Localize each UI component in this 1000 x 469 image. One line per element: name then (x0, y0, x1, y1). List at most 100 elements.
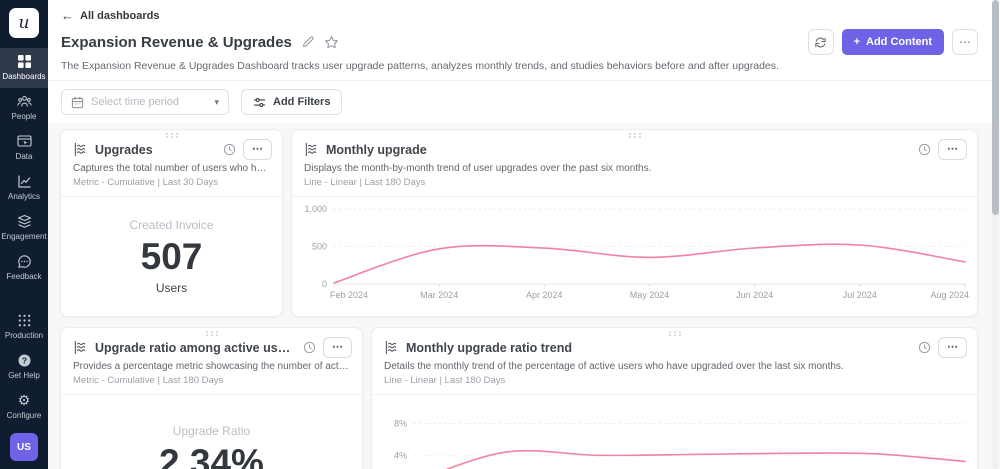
more-icon: ⋯ (252, 143, 263, 155)
card-more-button[interactable]: ⋯ (323, 337, 352, 358)
card-description: Provides a percentage metric showcasing … (73, 361, 362, 372)
card-more-button[interactable]: ⋯ (938, 337, 967, 358)
sidebar-item-production[interactable]: Production (0, 307, 48, 347)
sidebar-item-label: Feedback (6, 272, 42, 281)
sidebar-item-get-help[interactable]: ? Get Help (0, 347, 48, 387)
metric-value: 507 (140, 235, 203, 277)
sidebar-item-feedback[interactable]: Feedback (0, 248, 48, 288)
sidebar-item-label: Data (15, 152, 33, 161)
svg-text:May 2024: May 2024 (630, 290, 670, 300)
back-link[interactable]: ← All dashboards (61, 8, 159, 23)
metric-body: Created Invoice 507 Users (61, 196, 282, 316)
metric-label: Upgrade Ratio (172, 424, 251, 439)
sidebar-item-analytics[interactable]: Analytics (0, 168, 48, 208)
header-more-button[interactable]: ⋯ (952, 29, 978, 55)
time-period-placeholder: Select time period (91, 96, 180, 108)
card-title: Monthly upgrade (326, 142, 427, 157)
sidebar-item-label: Production (4, 331, 44, 340)
page-title: Expansion Revenue & Upgrades (61, 33, 292, 51)
user-avatar[interactable]: US (10, 433, 38, 461)
sidebar-item-configure[interactable]: ⚙ Configure (0, 387, 48, 427)
chevron-down-icon: ▾ (214, 96, 219, 107)
add-filters-label: Add Filters (273, 96, 331, 108)
svg-text:?: ? (21, 355, 26, 365)
line-chart-monthly-upgrade: 0 500 1,000 Feb 2024 Mar 2024 Apr 2024 May 202… (292, 196, 977, 316)
drag-handle-icon[interactable] (165, 133, 178, 138)
sidebar-item-engagement[interactable]: Engagement (0, 208, 48, 248)
sidebar-item-label: Configure (6, 411, 42, 420)
more-icon: ⋯ (947, 143, 958, 155)
metric-body: Upgrade Ratio 2.34% (61, 394, 362, 469)
metric-unit: Users (155, 281, 188, 296)
clock-icon[interactable] (303, 341, 316, 354)
clock-icon[interactable] (918, 341, 931, 354)
feedback-bubble-icon (17, 255, 31, 268)
card-title: Monthly upgrade ratio trend (406, 340, 572, 355)
svg-text:Jul 2024: Jul 2024 (843, 290, 877, 300)
card-title: Upgrade ratio among active users (95, 340, 296, 355)
production-dots-icon (18, 314, 30, 327)
refresh-icon (815, 37, 826, 47)
edit-title-icon[interactable] (301, 35, 315, 49)
sidebar: u Dashboards People Data Analytics Engag… (0, 0, 48, 469)
metric-label: Created Invoice (129, 217, 214, 232)
sidebar-item-label: Get Help (8, 371, 40, 380)
line-chart-svg: 0 500 1,000 Feb 2024 Mar 2024 Apr 2024 May 202… (304, 204, 969, 300)
svg-text:Feb 2024: Feb 2024 (330, 290, 368, 300)
svg-text:500: 500 (312, 242, 327, 252)
drag-handle-icon[interactable] (668, 331, 681, 336)
svg-text:Apr 2024: Apr 2024 (526, 290, 563, 300)
back-link-label: All dashboards (80, 9, 160, 22)
svg-text:Aug 2024: Aug 2024 (930, 290, 969, 300)
plus-icon: + (853, 36, 861, 48)
time-period-select[interactable]: Select time period ▾ (61, 89, 229, 115)
more-icon: ⋯ (959, 35, 971, 49)
svg-text:Mar 2024: Mar 2024 (420, 290, 458, 300)
scrollbar[interactable] (992, 0, 999, 469)
dashboard-content: Upgrades ⋯ Captures the total number of … (48, 123, 1000, 469)
drag-handle-icon[interactable] (205, 331, 218, 336)
sidebar-item-label: Engagement (1, 232, 47, 241)
more-icon: ⋯ (947, 341, 958, 353)
gear-icon: ⚙ (17, 392, 31, 408)
chart-squiggle-icon (304, 142, 319, 157)
drag-handle-icon[interactable] (628, 133, 641, 138)
svg-text:4%: 4% (394, 451, 407, 461)
svg-text:Jun 2024: Jun 2024 (736, 290, 773, 300)
sidebar-item-data[interactable]: Data (0, 128, 48, 168)
sidebar-item-people[interactable]: People (0, 88, 48, 128)
add-filters-button[interactable]: Add Filters (241, 89, 343, 115)
calendar-icon (71, 96, 84, 108)
card-meta: Metric - Cumulative | Last 180 Days (73, 375, 224, 386)
card-more-button[interactable]: ⋯ (243, 139, 272, 160)
engagement-layers-icon (17, 214, 31, 228)
scrollbar-thumb[interactable] (992, 0, 999, 215)
card-monthly-upgrade: Monthly upgrade ⋯ Displays the month-by-… (291, 129, 978, 317)
card-more-button[interactable]: ⋯ (938, 139, 967, 160)
chart-squiggle-icon (73, 142, 88, 157)
sidebar-item-label: People (11, 112, 37, 121)
chart-squiggle-icon (73, 340, 88, 355)
clock-icon[interactable] (918, 143, 931, 156)
sidebar-item-label: Dashboards (2, 72, 46, 81)
card-upgrades: Upgrades ⋯ Captures the total number of … (60, 129, 283, 317)
favorite-star-icon[interactable] (324, 35, 339, 50)
refresh-button[interactable] (807, 29, 834, 55)
sidebar-item-dashboards[interactable]: Dashboards (0, 48, 48, 88)
page-header: ← All dashboards Expansion Revenue & Upg… (48, 0, 1000, 81)
add-content-button[interactable]: + Add Content (841, 29, 944, 55)
card-description: Captures the total number of users who h… (73, 163, 282, 174)
card-meta: Line - Linear | Last 180 Days (304, 177, 426, 188)
avatar-initials: US (17, 441, 31, 453)
sidebar-item-label: Analytics (7, 192, 40, 201)
card-description: Details the monthly trend of the percent… (384, 361, 844, 372)
metric-value: 2.34% (159, 442, 264, 469)
clock-icon[interactable] (223, 143, 236, 156)
app-logo[interactable]: u (9, 8, 39, 38)
add-content-label: Add Content (866, 36, 932, 48)
data-window-icon (16, 135, 32, 147)
card-monthly-upgrade-ratio-trend: Monthly upgrade ratio trend ⋯ Details th… (371, 327, 978, 469)
svg-text:1,000: 1,000 (304, 204, 327, 214)
